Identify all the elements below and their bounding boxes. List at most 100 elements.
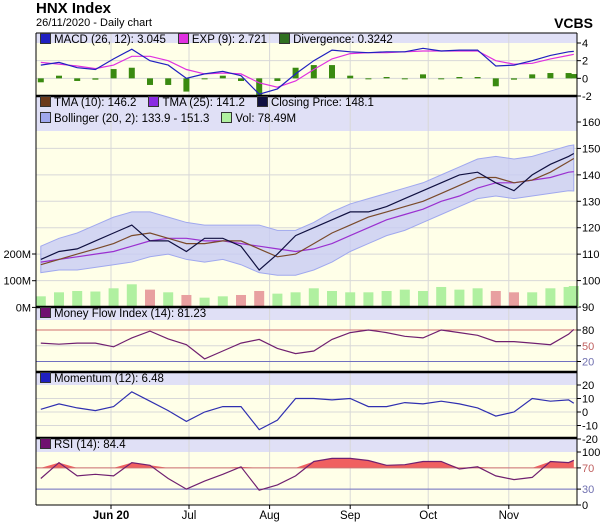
y-tick-label: 4 [582,38,588,50]
volume-bar [381,290,392,307]
volume-tick-label: 200M [3,249,31,261]
volume-bar [126,284,137,307]
legend-swatch [177,33,189,44]
legend-item: Closing Price: 148.1 [256,96,374,109]
volume-bar [217,296,228,307]
volume-bar [145,289,155,307]
volume-bar [563,286,574,307]
x-tick-label: Aug [259,510,279,522]
y-tick-label: 110 [582,249,600,261]
volume-bar [108,288,119,307]
volume-bar [472,288,483,307]
y-tick-label: 80 [582,325,594,337]
legend-swatch [40,372,51,383]
divergence-bar [474,77,481,79]
legend-swatch [279,33,291,44]
divergence-bar [219,75,226,79]
chart-title: HNX Index [36,0,112,17]
y-tick-label: 2 [582,56,588,68]
legend-item: Divergence: 0.3242 [279,33,393,46]
legend-label: Momentum (12): 6.48 [54,373,164,385]
divergence-bar [147,78,153,85]
divergence-bar [365,78,372,80]
legend-swatch [148,96,160,107]
volume-bar [272,293,283,307]
legend-item: TMA (10): 146.2 [40,96,136,109]
legend-swatch [221,112,233,123]
volume-bar [90,291,101,307]
y-tick-label: 100 [582,447,600,459]
y-tick-label: -10 [582,421,598,433]
y-tick-label: -20 [582,434,598,446]
divergence-bar [37,78,44,83]
divergence-bar [456,77,463,79]
panel-macd-legend-band [36,33,577,43]
legend-item: MACD (26, 12): 3.045 [40,33,166,46]
rsi-line [40,457,575,491]
legend-item: Vol: 78.49M [221,112,296,125]
divergence-bar [128,67,135,79]
panel-mfi-legend-band [36,307,577,320]
x-tick-label: Nov [499,510,520,522]
y-tick-label: 70 [582,463,594,475]
rsi-overbought-fill [40,458,574,468]
x-tick-label: Oct [419,510,438,522]
legend-label: Money Flow Index (14): 81.23 [54,308,207,320]
y-tick-label: 150 [582,143,600,155]
volume-bar [181,294,192,307]
divergence-bar [547,73,554,79]
divergence-bar [347,75,354,79]
momentum-line [40,391,575,431]
legend-label: Closing Price: 148.1 [270,97,374,109]
divergence-bar [238,78,244,81]
volume-bar [236,294,246,307]
volume-bar [327,290,337,307]
legend-mom: Momentum (12): 6.48 [40,372,176,385]
divergence-bar [256,78,263,96]
volume-tick-label: 0M [16,302,31,314]
legend-label: EXP (9): 2.721 [191,34,268,46]
legend-item: TMA (25): 141.2 [148,96,245,109]
divergence-bar [565,73,572,79]
y-tick-label: 100 [582,276,600,288]
bollinger-band [40,144,575,276]
divergence-bar [529,74,536,79]
brand-label: VCBS [554,15,593,31]
divergence-bar [74,78,81,81]
y-tick-label: 0 [582,500,588,512]
volume-tick-label: 100M [3,276,31,288]
y-tick-label: 20 [582,380,594,392]
closing-price-line [40,152,575,271]
y-tick-label: 20 [582,357,594,369]
legend-swatch [40,112,51,123]
legend-macd: MACD (26, 12): 3.045 EXP (9): 2.721 Diverg… [40,33,405,46]
volume-bar [454,289,465,307]
volume-bar [308,288,319,307]
y-tick-label: -2 [582,91,592,103]
volume-bar [490,290,501,307]
legend-label: TMA (25): 141.2 [162,97,245,109]
legend-main1: TMA (10): 146.2 TMA (25): 141.2 Closing Pr… [40,96,386,109]
divergence-bar [292,67,299,79]
divergence-bar [383,77,390,79]
divergence-bar [329,65,335,79]
y-tick-label: 120 [582,223,600,235]
exp-signal-line [40,50,574,88]
x-tick-label: Sep [340,510,360,522]
legend-item: Momentum (12): 6.48 [40,372,164,385]
y-tick-label: 0 [582,407,588,419]
mfi-line [40,328,575,360]
x-tick-label: Jun 20 [93,510,129,522]
legend-label: MACD (26, 12): 3.045 [54,34,166,46]
divergence-bar [492,78,499,87]
tma10-line [40,157,575,266]
y-tick-label: 30 [582,484,594,496]
panel-macd-bg [36,33,577,96]
y-tick-label: 140 [582,170,600,182]
volume-bar [363,292,374,307]
volume-bar [527,292,538,307]
legend-label: Divergence: 0.3242 [293,34,393,46]
legend-item: Bollinger (20, 2): 133.9 - 151.3 [40,112,209,125]
